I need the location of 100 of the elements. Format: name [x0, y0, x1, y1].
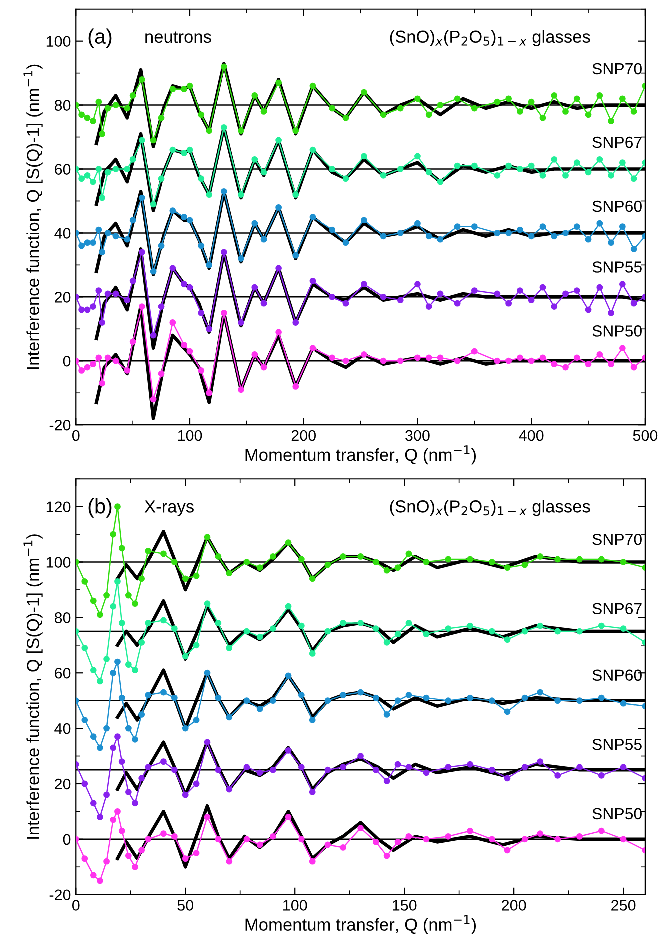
- point: [270, 766, 276, 774]
- annotation: (b): [88, 498, 112, 518]
- point: [220, 64, 228, 70]
- point: [361, 352, 368, 358]
- point: [517, 288, 524, 294]
- point: [82, 644, 88, 652]
- point: [576, 556, 583, 563]
- point: [145, 836, 152, 843]
- point: [204, 670, 211, 676]
- point: [340, 764, 346, 771]
- point: [226, 570, 233, 577]
- point: [285, 814, 292, 820]
- point: [488, 559, 496, 566]
- point: [181, 86, 188, 93]
- point: [358, 689, 364, 696]
- point: [104, 290, 112, 298]
- point: [576, 833, 583, 840]
- point: [138, 576, 146, 582]
- x-axis-title: Momentum transfer, Q (nm$^{−1}$): [246, 915, 476, 934]
- point: [372, 766, 380, 774]
- point: [598, 772, 605, 779]
- point: [171, 694, 178, 702]
- series-label: SNP50: [592, 808, 642, 820]
- point: [138, 775, 146, 782]
- point: [372, 838, 380, 846]
- point: [620, 626, 627, 632]
- point: [104, 169, 112, 176]
- point: [576, 628, 583, 635]
- point: [310, 146, 316, 154]
- point: [361, 217, 368, 224]
- x-tick-label: 100: [178, 430, 202, 442]
- point: [260, 108, 268, 115]
- point: [78, 112, 86, 118]
- point: [619, 345, 626, 352]
- point: [467, 828, 474, 834]
- point: [329, 166, 336, 172]
- point: [150, 137, 157, 144]
- point: [394, 761, 402, 768]
- point: [215, 554, 222, 560]
- point: [82, 717, 88, 724]
- point: [198, 176, 205, 182]
- point: [171, 833, 178, 840]
- point: [182, 792, 189, 798]
- point: [340, 620, 346, 626]
- text: (SnO)$_{x}$(P$_{2}$O$_{5}$)$_{1−x}$ glasses: [390, 500, 590, 516]
- point: [384, 639, 390, 646]
- point: [104, 656, 110, 662]
- point: [138, 76, 146, 83]
- point: [562, 230, 569, 236]
- point: [310, 345, 316, 352]
- point: [124, 368, 131, 374]
- point: [537, 689, 544, 696]
- point: [620, 764, 627, 771]
- point: [276, 137, 282, 144]
- point: [406, 620, 412, 626]
- point: [125, 592, 132, 599]
- point: [437, 178, 444, 186]
- point: [488, 766, 496, 774]
- point: [394, 838, 402, 846]
- point: [596, 220, 604, 227]
- point: [96, 166, 102, 172]
- point: [324, 562, 332, 568]
- point: [380, 233, 387, 240]
- point: [554, 698, 562, 704]
- point: [414, 281, 421, 288]
- point: [130, 278, 136, 284]
- point: [562, 108, 569, 115]
- point: [292, 128, 300, 134]
- point: [324, 766, 332, 774]
- point: [576, 764, 583, 771]
- point: [445, 833, 452, 840]
- point: [298, 692, 305, 698]
- point: [380, 172, 387, 179]
- point: [309, 789, 316, 796]
- x-tick-label: 0: [72, 900, 80, 911]
- y-axis-title: Interference function, Q [S(Q)-1] (nm$^{−1}$): [24, 64, 43, 370]
- point: [110, 816, 117, 824]
- point: [298, 764, 305, 771]
- point: [204, 739, 211, 746]
- point: [397, 358, 404, 364]
- point: [298, 622, 305, 630]
- point: [620, 700, 627, 707]
- point: [114, 504, 121, 510]
- point: [260, 169, 268, 176]
- point: [342, 300, 350, 307]
- point: [112, 358, 120, 364]
- x-tick-label: 200: [292, 430, 316, 442]
- y-axis-title: Interference function, Q [S(Q)-1] (nm$^{−1}$): [24, 534, 43, 839]
- point: [124, 166, 131, 172]
- point: [110, 670, 117, 676]
- point: [193, 780, 200, 788]
- point: [138, 249, 146, 256]
- annotation: neutrons: [146, 32, 212, 44]
- point: [220, 124, 228, 131]
- point: [132, 800, 138, 807]
- point: [494, 172, 501, 179]
- point: [78, 242, 86, 250]
- point: [104, 792, 110, 798]
- point: [467, 556, 474, 563]
- point: [397, 166, 404, 172]
